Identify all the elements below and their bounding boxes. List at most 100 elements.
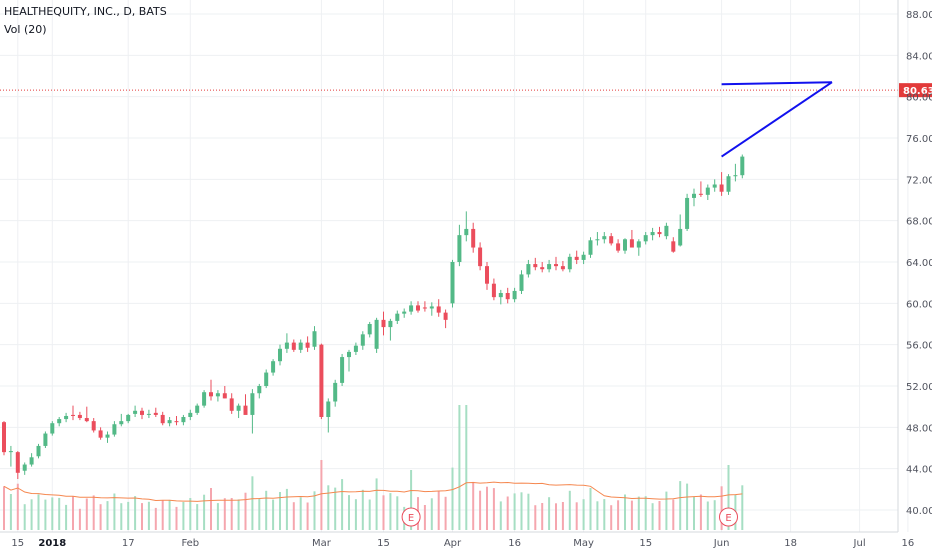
volume-bar — [672, 499, 675, 530]
candle-body — [229, 398, 234, 411]
candle-body — [733, 175, 738, 177]
candle-body — [105, 434, 110, 438]
volume-bar — [272, 499, 275, 530]
candle-body — [512, 290, 517, 300]
volume-bar — [555, 503, 557, 530]
volume-bar — [189, 498, 192, 530]
volume-bar — [423, 505, 426, 530]
volume-bar — [348, 495, 350, 530]
candle-body — [485, 266, 489, 284]
candle-body — [650, 232, 655, 236]
volume-bar — [492, 488, 495, 530]
candle-body — [623, 239, 627, 251]
volume-bar — [693, 496, 695, 530]
x-tick-label: Jul — [853, 538, 866, 549]
candle-body — [678, 228, 683, 246]
y-tick-label: 88.00 — [906, 10, 932, 21]
candle-body — [657, 232, 662, 235]
candle-body — [636, 241, 641, 248]
candle-body — [609, 236, 614, 244]
volume-bar — [3, 486, 5, 530]
x-tick-label: 18 — [784, 538, 797, 549]
volume-bar — [182, 502, 185, 530]
candle-body — [395, 313, 400, 321]
volume-bar — [541, 503, 544, 530]
candle-body — [340, 357, 345, 383]
y-tick-label: 76.00 — [906, 134, 932, 145]
volume-bar — [548, 497, 551, 530]
trendline-support — [721, 81, 833, 158]
volume-bar — [679, 481, 682, 530]
volume-bar — [203, 494, 206, 530]
candle-body — [91, 421, 96, 431]
x-tick-label: 2018 — [38, 538, 66, 549]
candle-body — [471, 228, 476, 248]
candle-body — [84, 418, 89, 422]
volume-bar — [506, 496, 509, 530]
candle-body — [222, 393, 227, 399]
volume-bar — [134, 496, 137, 530]
y-tick-label: 80.00 — [906, 93, 932, 104]
volume-bar — [168, 499, 171, 530]
candle-body — [436, 306, 441, 313]
candle-body — [464, 228, 469, 236]
candle-body — [326, 401, 331, 417]
volume-bar — [306, 502, 309, 530]
volume-bar — [65, 504, 68, 530]
volume-bar — [410, 470, 413, 530]
candle-body — [547, 264, 552, 270]
candle-body — [381, 319, 386, 328]
x-tick-label: 16 — [508, 538, 521, 549]
volume-bar — [265, 490, 268, 530]
candle-body — [29, 457, 34, 465]
candle-body — [588, 240, 593, 255]
candle-body — [505, 293, 510, 300]
x-tick-label: 15 — [377, 538, 390, 549]
volume-bar — [589, 488, 592, 530]
candle-body — [36, 445, 41, 457]
volume-bar — [147, 501, 150, 530]
volume-bar — [630, 500, 633, 530]
volume-bar — [561, 502, 564, 530]
volume-bar — [334, 487, 337, 530]
x-tick-label: Mar — [312, 538, 332, 549]
volume-bar — [686, 483, 689, 530]
candle-body — [257, 386, 262, 394]
volume-bar — [16, 483, 19, 530]
volume-bar — [720, 486, 723, 530]
volume-bar — [603, 499, 606, 530]
volume-bar — [575, 502, 578, 530]
volume-bar — [51, 497, 54, 530]
volume-bar — [568, 490, 571, 530]
volume-bar — [237, 499, 240, 530]
y-tick-label: 60.00 — [906, 299, 932, 310]
candle-body — [519, 274, 524, 291]
volume-bar — [141, 503, 143, 530]
candle-body — [443, 312, 448, 320]
candle-body — [353, 345, 358, 352]
y-tick-label: 72.00 — [906, 175, 932, 186]
y-tick-label: 68.00 — [906, 217, 932, 228]
volume-bar — [396, 496, 399, 530]
candle-body — [77, 414, 82, 419]
volume-bar — [58, 497, 61, 530]
volume-bar — [444, 496, 447, 530]
volume-bar — [451, 467, 454, 530]
x-tick-label: Jun — [713, 538, 730, 549]
price-candles — [2, 154, 745, 479]
candle-body — [416, 305, 420, 311]
x-tick-label: Feb — [181, 538, 199, 549]
volume-label: Vol (20) — [4, 23, 47, 36]
candle-body — [388, 320, 393, 328]
candle-body — [360, 334, 365, 346]
candle-body — [71, 414, 75, 416]
candle-body — [409, 305, 414, 312]
candle-body — [8, 451, 13, 453]
chart-title: HEALTHEQUITY, INC., D, BATS — [4, 5, 167, 18]
candle-body — [629, 239, 634, 248]
volume-bar — [527, 493, 530, 530]
candle-body — [209, 392, 213, 397]
trendline-resistance — [721, 81, 833, 86]
candle-body — [595, 239, 600, 241]
